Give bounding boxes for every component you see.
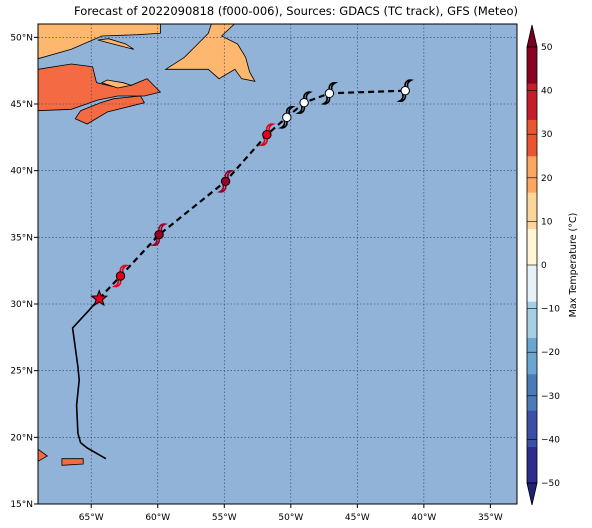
x-tick-label: 65°W [79,513,104,523]
colorbar-band [527,228,537,266]
hurricane-arm-lower [295,105,306,114]
hurricane-arm-upper [404,79,414,88]
colorbar-tick-label: −50 [541,479,560,489]
hurricane-arm-upper [119,264,130,273]
hurricane-arm-lower [111,279,122,288]
hurricane-icon [258,123,276,146]
colorbar-band [527,192,537,229]
hurricane-eye [115,271,126,281]
storm-track [71,79,414,460]
x-tick-label: 55°W [212,513,237,523]
colorbar-band [527,301,537,338]
land-puerto-rico [61,458,84,466]
graticule [38,24,517,504]
colorbar-tick-label: −20 [541,348,560,358]
hurricane-icon [396,79,414,102]
map-title: Forecast of 2022090818 (f000-006), Sourc… [74,4,518,18]
colorbar-band [527,374,537,411]
hurricane-arm-upper [224,170,235,179]
colorbar-tick-label: −30 [541,392,560,402]
colorbar-label: Max Temperature (°C) [568,213,579,318]
colorbar-tick-label: 0 [541,261,547,271]
land-quebec-north-shore [38,24,161,60]
colorbar-tick-label: 20 [541,174,553,184]
current-position-star-icon [90,289,109,307]
y-tick-label: 15°N [10,500,33,510]
hurricane-eye [282,112,292,123]
colorbar-extend-max [526,24,538,48]
colorbar-tick-label: 30 [541,130,553,140]
hurricane-arm-lower [150,237,161,246]
colorbar-band [527,410,537,447]
y-tick-label: 30°N [10,300,33,310]
colorbar-tick-label: −40 [541,435,560,445]
x-tick-label: 35°W [478,513,503,523]
hurricane-icon [150,223,168,246]
x-tick-label: 50°W [278,513,303,523]
hurricane-eye [299,97,309,108]
hurricane-eye [400,85,410,96]
land-newfoundland [164,24,256,82]
land-anticosti [97,38,135,50]
colorbar-band [527,47,537,84]
colorbar-band [527,337,537,375]
colorbar-band [527,119,537,157]
land-new-brunswick-nova-scotia [38,63,162,112]
hurricane-arm-lower [278,120,288,129]
colorbar-band [527,446,537,484]
colorbar-tick-label: −10 [541,305,560,315]
hurricane-arm-upper [285,106,296,115]
hurricane-arm-lower [396,93,407,102]
hurricane-arm-upper [265,123,276,132]
x-tick-label: 40°W [411,513,436,523]
land-layer [38,24,256,466]
map-frame [37,23,518,505]
colorbar-tick-label: 40 [541,87,553,97]
colorbar-band [527,156,537,193]
hurricane-eye [262,129,272,140]
y-tick-label: 45°N [10,100,33,110]
hurricane-icon [295,91,313,114]
y-tick-label: 25°N [10,367,33,377]
hurricane-eye [324,88,335,99]
colorbar-band [527,83,537,120]
colorbar-band [527,265,537,302]
hurricane-arm-upper [328,82,339,91]
hurricane-eye [154,229,164,240]
past-track-line [71,298,107,460]
hurricane-icon [216,170,235,193]
y-tick-label: 50°N [10,33,33,43]
hurricane-icon [320,82,339,105]
y-tick-label: 35°N [10,233,33,243]
hurricane-arm-lower [320,96,331,105]
x-tick-label: 60°W [145,513,170,523]
hurricane-icon [278,106,296,129]
hurricane-arm-upper [158,223,168,232]
colorbar-extend-min [526,482,538,506]
land-nova-scotia-south [74,95,146,125]
colorbar: −50 −40 −30 −20 −10 0 10 20 30 40 50 Max Temperatur… [526,24,579,506]
colorbar-tick-label: 10 [541,217,553,227]
y-tick-label: 40°N [10,167,33,177]
colorbar-tick-label: 50 [541,43,553,53]
hurricane-arm-upper [303,91,313,100]
y-tick-label: 20°N [10,433,33,443]
hurricane-arm-lower [258,137,268,146]
hurricane-arm-lower [216,184,227,193]
hurricane-icon [111,264,130,288]
hurricane-eye [220,176,231,187]
land-hispaniola [38,448,49,462]
land-pei [100,79,133,89]
axis-ticks: 65°W 60°W 55°W 50°W 45°W 40°W 35°W 15°N 20°N 25°N… [10,33,503,523]
x-tick-label: 45°W [345,513,370,523]
